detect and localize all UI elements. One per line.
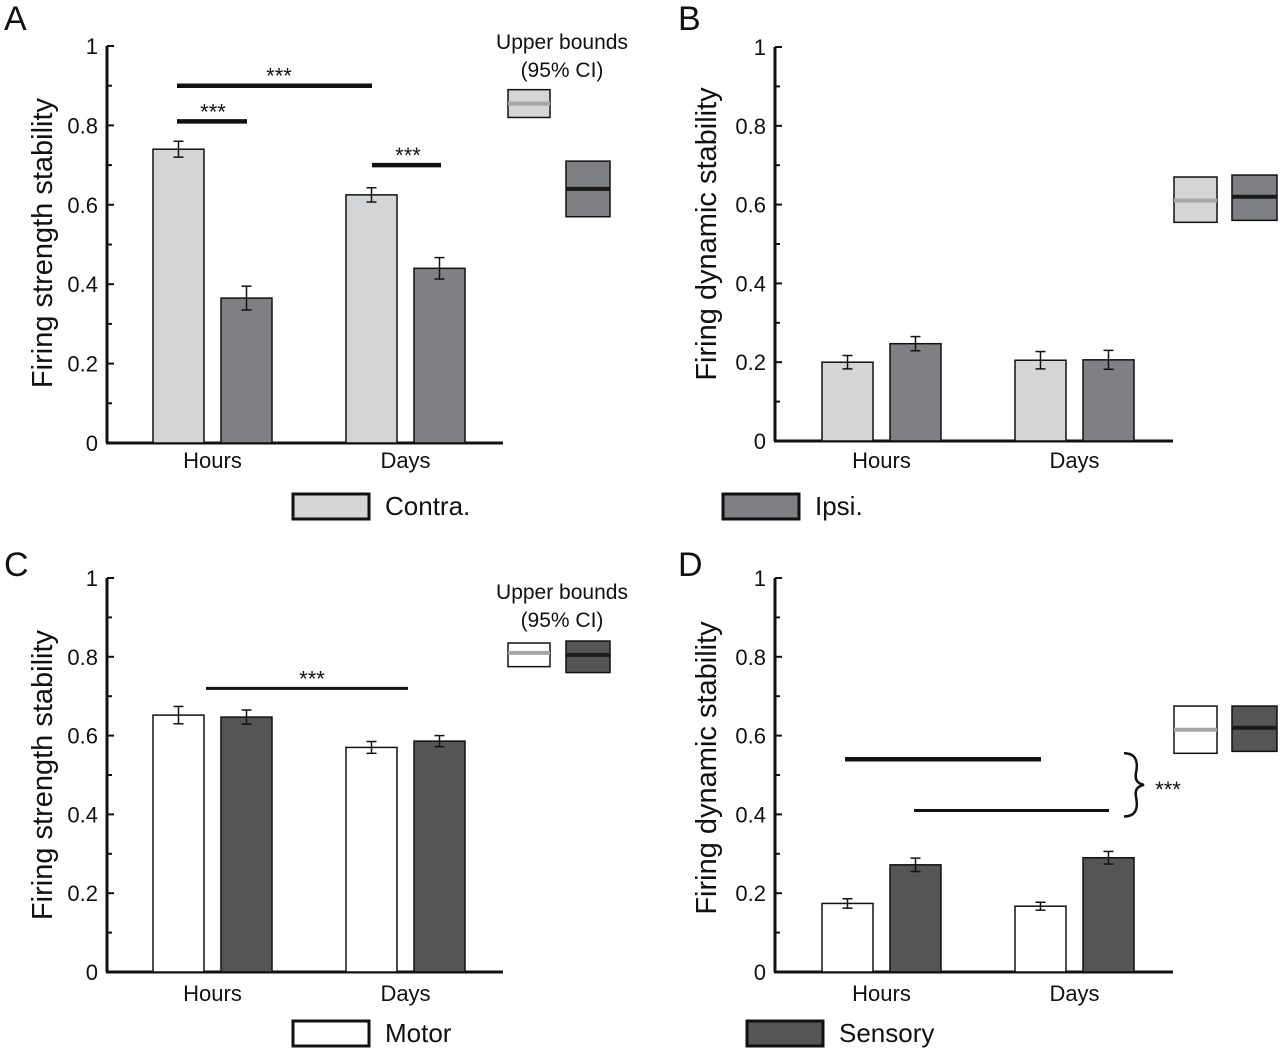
legend-bottom: Motor Sensory: [291, 1018, 934, 1048]
panel-c-y-tick-label: 0.4: [67, 802, 98, 827]
panel-a-y-tick-label: 0: [86, 431, 98, 456]
panel-c-bar-days-sensory: [413, 740, 466, 973]
panel-b-bar-days-ipsi: [1082, 359, 1135, 442]
panel-c-y-tick-label: 0.6: [67, 724, 98, 749]
upper-bounds-label-line2: (95% CI): [521, 59, 604, 82]
panel-letter-b: B: [678, 0, 701, 38]
upper-bounds-label-c-line2: (95% CI): [521, 609, 604, 632]
legend-label-sensory: Sensory: [839, 1018, 934, 1048]
legend-label-ipsi: Ipsi.: [815, 491, 863, 521]
panel-b-bar-days-contra: [1014, 359, 1067, 442]
legend-label-contra: Contra.: [385, 491, 470, 521]
panel-letter-d: D: [678, 546, 703, 584]
panel-d-y-tick-label: 0: [754, 960, 766, 985]
panel-b-category-label: Hours: [852, 448, 911, 473]
panel-d-bar-hours-motor: [821, 902, 874, 973]
panel-b-bar-hours-ipsi: [889, 342, 942, 442]
panel-a-y-tick-label: 0.8: [67, 113, 98, 138]
panel-c-y-tick-label: 0.2: [67, 881, 98, 906]
panel-c-y-tick-label: 0.8: [67, 645, 98, 670]
panel-b-y-tick-label: 0: [754, 429, 766, 454]
panel-c-y-tick-label: 0: [86, 960, 98, 985]
legend-swatch-ipsi: [721, 492, 801, 521]
legend-label-motor: Motor: [385, 1018, 452, 1048]
panel-a-category-label: Days: [380, 448, 430, 473]
panel-c-bar-hours-sensory: [220, 716, 273, 973]
panel-b-y-tick-label: 1: [754, 35, 766, 60]
panel-letter-c: C: [4, 546, 29, 584]
panel-d-y-tick-label: 1: [754, 566, 766, 591]
panel-c: Firing strength stability Upper bounds (…: [27, 566, 628, 1006]
panel-d-bar-hours-sensory: [889, 864, 942, 973]
panel-d-y-tick-label: 0.2: [735, 881, 766, 906]
panel-b-y-tick-label: 0.2: [735, 350, 766, 375]
panel-a-bar-days-ipsi: [413, 267, 466, 444]
panel-b-ylabel: Firing dynamic stability: [691, 87, 723, 381]
panel-a-bar-hours-ipsi: [220, 297, 273, 444]
panel-b-y-tick-label: 0.6: [735, 193, 766, 218]
panel-d-category-label: Days: [1049, 981, 1099, 1006]
panel-d: Firing dynamic stability 0 0.2 0.4 0.6 0.8 1 H…: [691, 566, 1278, 1006]
legend-swatch-motor: [291, 1019, 371, 1048]
panel-d-y-tick-label: 0.8: [735, 645, 766, 670]
panel-d-y-tick-label: 0.6: [735, 724, 766, 749]
panel-a-bar-days-contra: [345, 194, 398, 444]
panel-c-bar-days-motor: [345, 746, 398, 973]
panel-a-y-tick-label: 0.6: [67, 193, 98, 218]
legend-top: Contra. Ipsi.: [291, 491, 863, 521]
panel-b-y-tick-label: 0.8: [735, 114, 766, 139]
panel-d-significance-stars: ***: [1155, 777, 1181, 802]
panel-a-category-label: Hours: [183, 448, 242, 473]
panel-a-significance-stars: ***: [200, 99, 226, 124]
upper-bounds-label-line1: Upper bounds: [496, 31, 628, 54]
panel-c-ylabel: Firing strength stability: [27, 629, 59, 920]
panel-a-bar-hours-contra: [152, 148, 205, 444]
panel-b-y-tick-label: 0.4: [735, 271, 766, 296]
panel-b-category-label: Days: [1049, 448, 1099, 473]
panel-d-ylabel: Firing dynamic stability: [691, 621, 723, 915]
upper-bounds-label-c-line1: Upper bounds: [496, 581, 628, 604]
panel-d-bar-days-sensory: [1082, 856, 1135, 973]
panel-c-bar-hours-motor: [152, 714, 205, 973]
panel-a-y-tick-label: 0.4: [67, 272, 98, 297]
panel-d-y-tick-label: 0.4: [735, 802, 766, 827]
panel-c-category-label: Days: [380, 981, 430, 1006]
panel-d-significance-bracket: [1123, 751, 1145, 818]
panel-d-bar-days-motor: [1014, 905, 1067, 973]
panel-letter-a: A: [4, 0, 27, 38]
panel-c-significance-stars: ***: [299, 666, 325, 691]
panel-b-bar-hours-contra: [821, 361, 874, 442]
panel-a-y-tick-label: 0.2: [67, 352, 98, 377]
panel-c-category-label: Hours: [183, 981, 242, 1006]
legend-swatch-contra: [291, 492, 371, 521]
panel-a-significance-stars: ***: [266, 64, 292, 89]
panel-a-significance-stars: ***: [395, 143, 421, 168]
panel-b: Firing dynamic stability 0 0.2 0.4 0.6 0.8 1 H…: [691, 35, 1278, 473]
legend-swatch-sensory: [745, 1019, 825, 1048]
panel-d-category-label: Hours: [852, 981, 911, 1006]
panel-a: Firing strength stability Upper bounds (…: [27, 31, 628, 473]
panel-c-y-tick-label: 1: [86, 566, 98, 591]
panel-a-ylabel: Firing strength stability: [27, 97, 59, 388]
panel-a-y-tick-label: 1: [86, 34, 98, 59]
